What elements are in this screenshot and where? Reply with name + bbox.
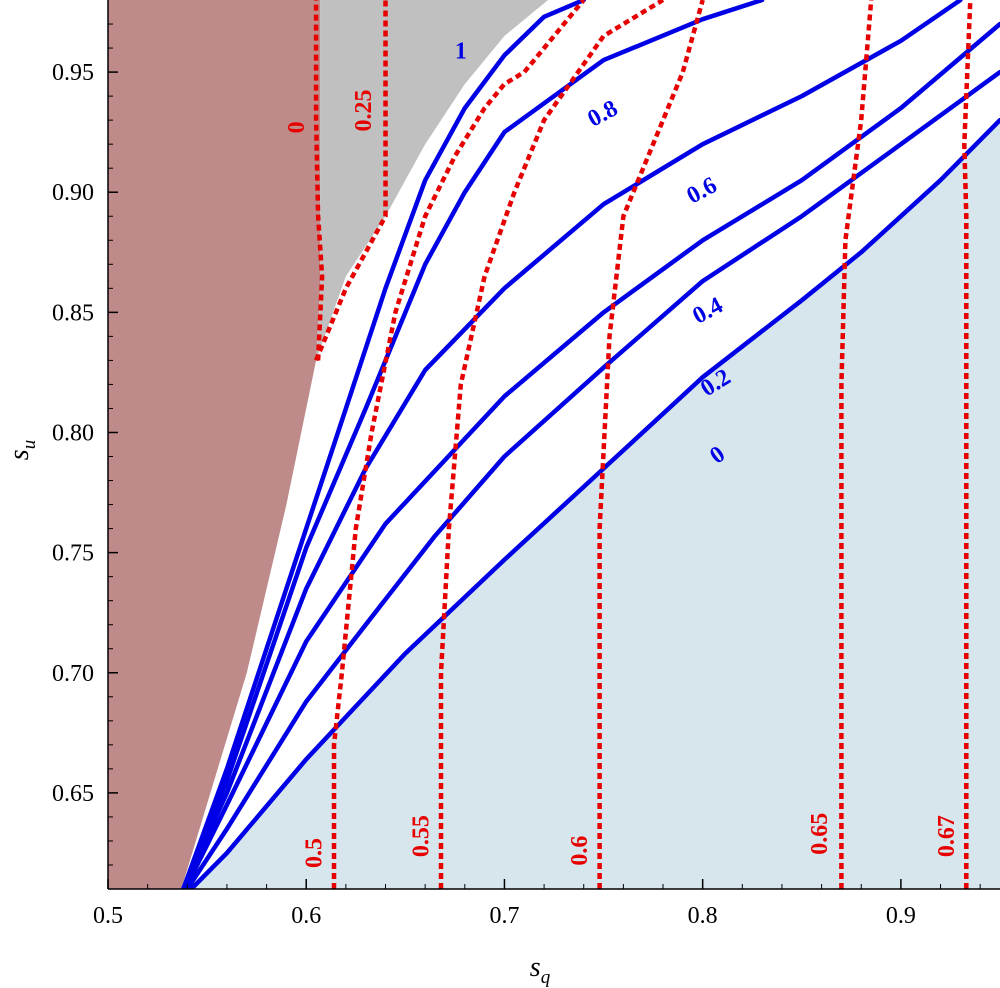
x-tick-label-4: 0.9 [886, 903, 916, 929]
dashed-contour-label-3: 0.55 [409, 815, 435, 857]
region-bottom [187, 120, 1000, 889]
dashed-contours [313, 0, 973, 889]
solid-contour-label-0: 1 [455, 38, 467, 64]
dashed-contour-label-0: 0 [284, 121, 310, 133]
dashed-contour-label-2: 0.5 [302, 838, 328, 868]
solid-contour-4 [181, 0, 765, 889]
y-axis-label: su [4, 440, 40, 460]
x-tick-label-0: 0.5 [93, 903, 123, 929]
dashed-contour-label-4: 0.6 [567, 836, 593, 866]
dashed-contour-3 [438, 0, 665, 889]
y-tick-label-4: 0.85 [52, 300, 94, 326]
solid-contour-5 [181, 0, 586, 889]
shaded-regions [108, 0, 1000, 889]
dashed-contour-0 [313, 0, 325, 361]
dashed-contour-1 [314, 0, 388, 362]
x-tick-label-3: 0.8 [688, 903, 718, 929]
y-tick-label-5: 0.90 [52, 180, 94, 206]
y-tick-label-3: 0.80 [52, 420, 94, 446]
solid-contour-3 [181, 0, 963, 889]
x-tick-label-1: 0.6 [291, 903, 321, 929]
dashed-contour-labels: 0 0.25 0.5 0.55 0.6 0.65 0.67 [284, 90, 960, 868]
dashed-contour-label-5: 0.65 [807, 813, 833, 855]
dashed-contour-5 [839, 0, 874, 889]
dashed-contour-4 [597, 0, 705, 889]
plot-area [108, 0, 1000, 889]
solid-contour-1 [185, 69, 1000, 889]
solid-contour-label-2: 0.6 [683, 172, 722, 209]
solid-contour-2 [183, 21, 1000, 889]
y-tick-label-0: 0.65 [52, 781, 94, 807]
region-top [316, 0, 549, 361]
y-axis-ticks: 0.65 0.70 0.75 0.80 0.85 0.90 0.95 [52, 23, 118, 866]
solid-contours [181, 0, 1000, 889]
x-axis-ticks: 0.5 0.6 0.7 0.8 0.9 [93, 879, 981, 929]
y-tick-label-1: 0.70 [52, 661, 94, 687]
plot-frame [107, 0, 1000, 890]
x-tick-label-2: 0.7 [489, 903, 519, 929]
solid-contour-label-3: 0.4 [689, 293, 728, 330]
x-axis-label: sq [530, 952, 551, 988]
region-left [108, 0, 321, 889]
y-tick-label-2: 0.75 [52, 541, 94, 567]
dashed-contour-2 [331, 0, 586, 889]
solid-contour-label-1: 0.8 [584, 96, 623, 133]
dashed-contour-label-6: 0.67 [934, 815, 960, 857]
dashed-contour-label-1: 0.25 [351, 90, 377, 132]
y-tick-label-6: 0.95 [52, 60, 94, 86]
